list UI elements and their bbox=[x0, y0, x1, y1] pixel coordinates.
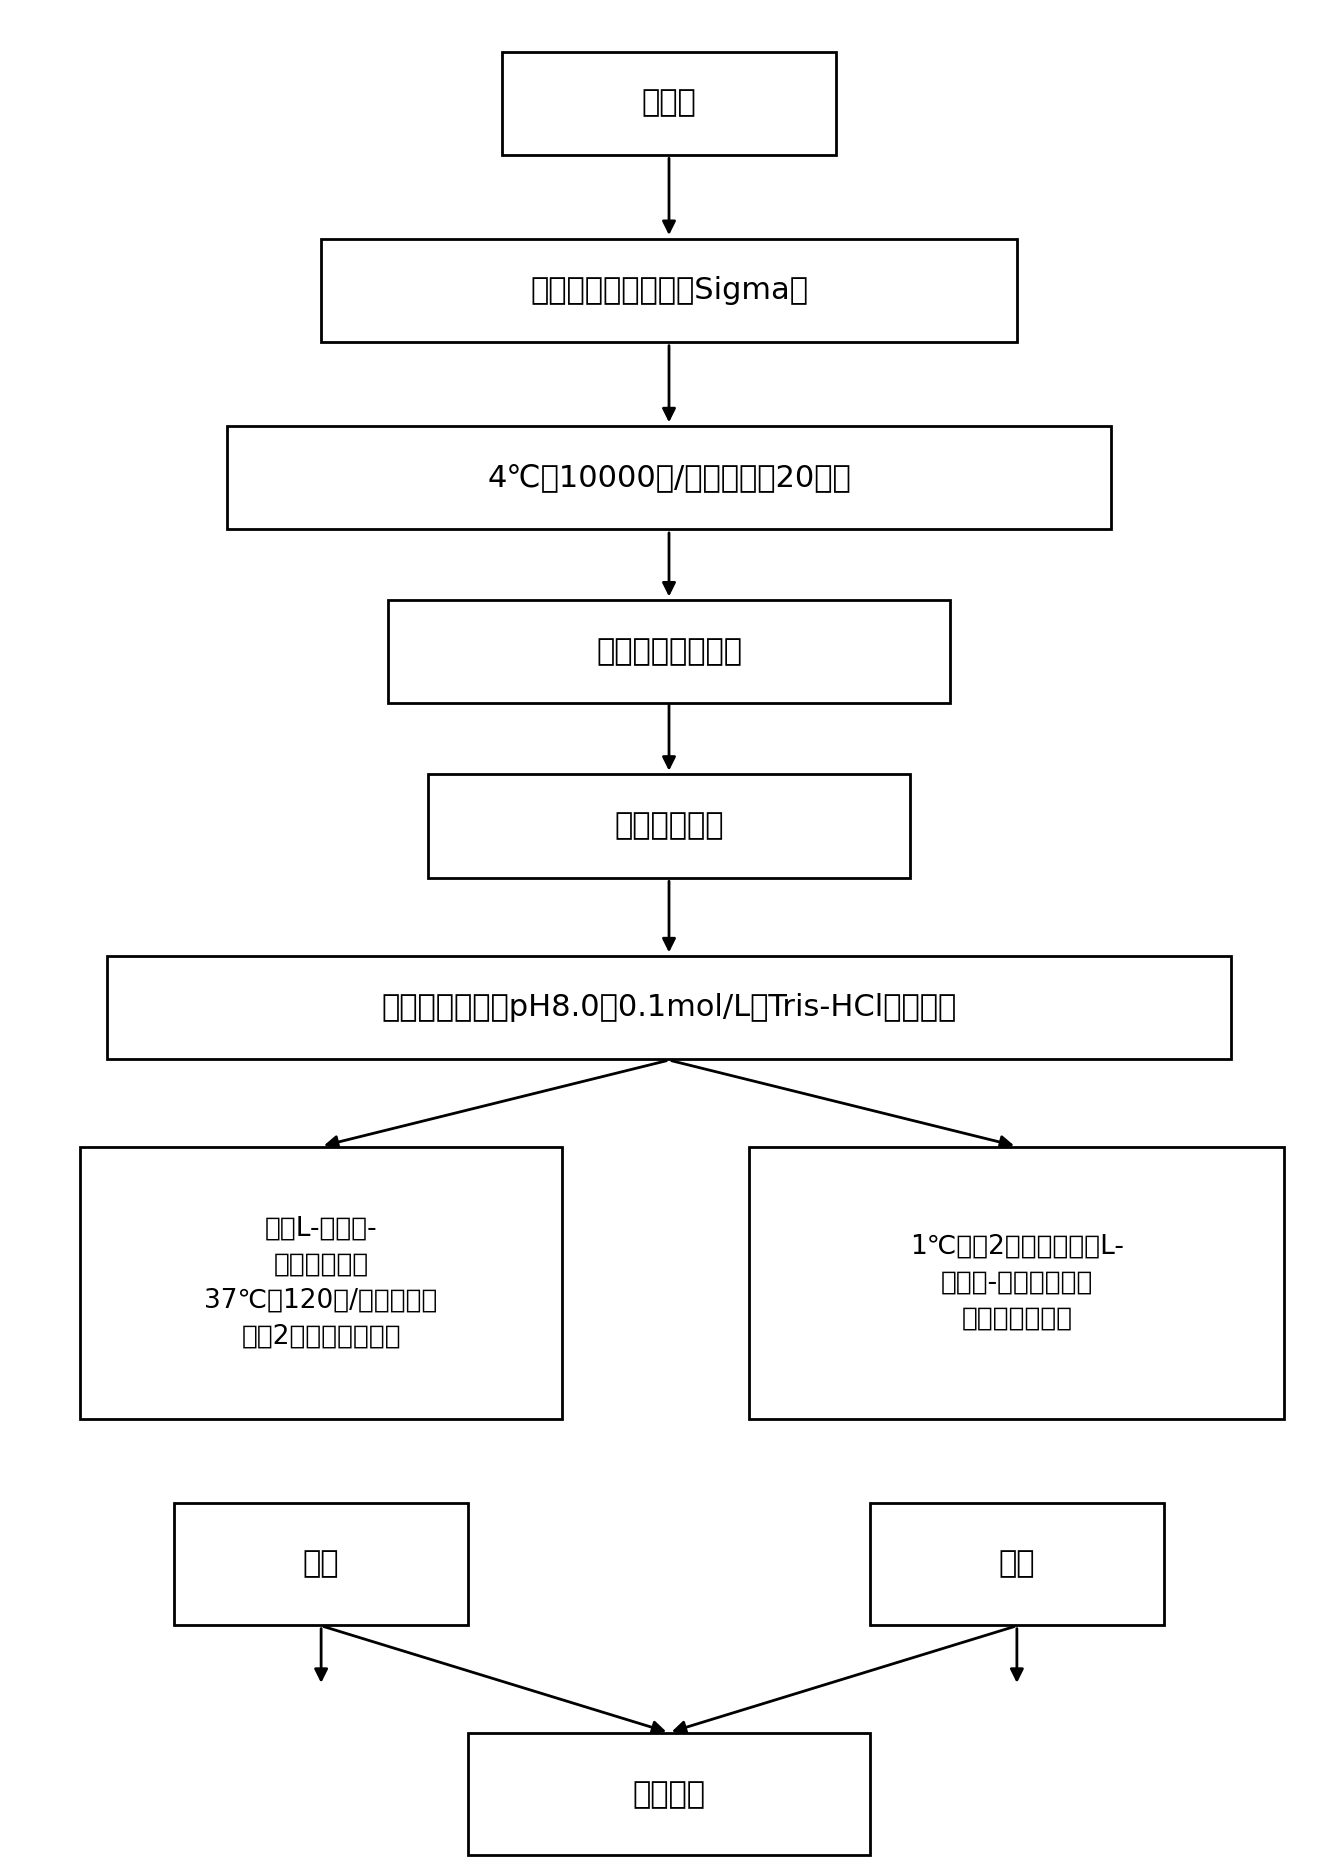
Text: 过滤: 过滤 bbox=[302, 1549, 340, 1579]
Text: 过滤: 过滤 bbox=[998, 1549, 1036, 1579]
Text: 加入L-丙氨酸-
对硝基苯胺，
37℃，120转/分钟，水浴
震荡2小时，得待测液: 加入L-丙氨酸- 对硝基苯胺， 37℃，120转/分钟，水浴 震荡2小时，得待测… bbox=[205, 1216, 438, 1350]
Text: 1℃静置2小时，再加入L-
丙氨酸-对硝基苯胺，
作为空白对照液: 1℃静置2小时，再加入L- 丙氨酸-对硝基苯胺， 作为空白对照液 bbox=[910, 1234, 1124, 1332]
FancyBboxPatch shape bbox=[107, 957, 1231, 1060]
FancyBboxPatch shape bbox=[227, 425, 1111, 528]
Text: 测吸光值: 测吸光值 bbox=[633, 1779, 705, 1809]
FancyBboxPatch shape bbox=[468, 1734, 870, 1854]
FancyBboxPatch shape bbox=[80, 1146, 562, 1420]
Text: 4℃，10000转/分钟，离心20分钟: 4℃，10000转/分钟，离心20分钟 bbox=[487, 463, 851, 493]
Text: 添加微生物提取液（Sigma）: 添加微生物提取液（Sigma） bbox=[530, 275, 808, 305]
FancyBboxPatch shape bbox=[388, 599, 950, 702]
FancyBboxPatch shape bbox=[174, 1502, 468, 1624]
Text: 原料奶: 原料奶 bbox=[642, 88, 696, 118]
FancyBboxPatch shape bbox=[870, 1502, 1164, 1624]
FancyBboxPatch shape bbox=[321, 238, 1017, 341]
Text: 收集沉淀物层: 收集沉淀物层 bbox=[614, 811, 724, 841]
FancyBboxPatch shape bbox=[502, 51, 836, 155]
FancyBboxPatch shape bbox=[749, 1146, 1284, 1420]
Text: 除去水层和脂肪层: 除去水层和脂肪层 bbox=[595, 637, 743, 667]
FancyBboxPatch shape bbox=[428, 774, 910, 877]
Text: 将沉淀物层溶于pH8.0、0.1mol/L的Tris-HCl缓冲液中: 将沉淀物层溶于pH8.0、0.1mol/L的Tris-HCl缓冲液中 bbox=[381, 993, 957, 1023]
